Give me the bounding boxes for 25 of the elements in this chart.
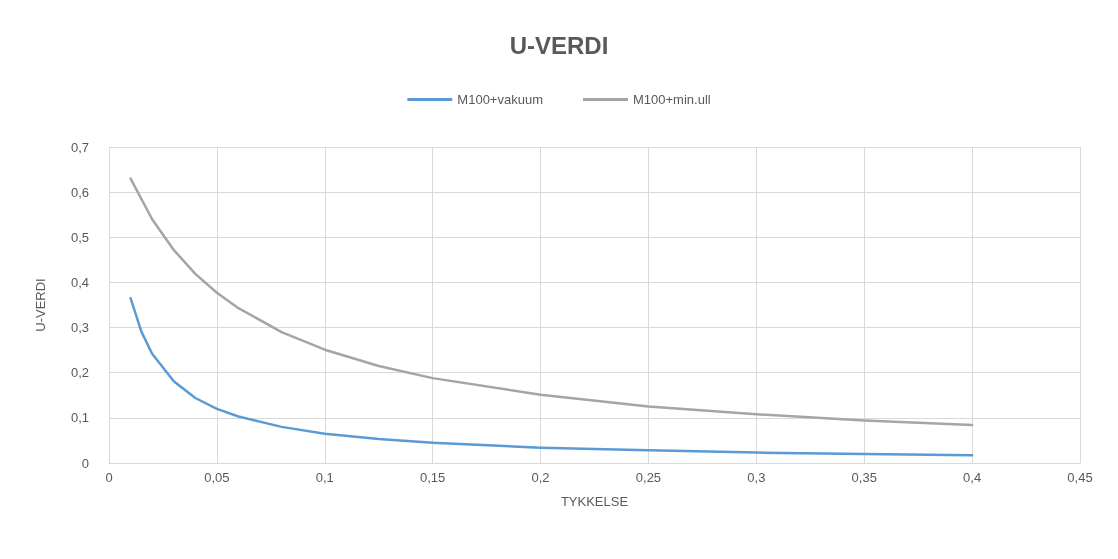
legend-label: M100+min.ull <box>632 92 711 107</box>
x-tick-label: 0,3 <box>747 470 766 485</box>
y-tick-label: 0 <box>81 455 89 471</box>
x-tick-label: 0,1 <box>315 470 334 485</box>
y-tick-label: 0,2 <box>70 365 89 381</box>
x-tick-label: 0,2 <box>531 470 550 485</box>
x-tick-label: 0,25 <box>635 470 662 485</box>
line-series <box>129 177 974 427</box>
y-tick-label: 0,5 <box>70 229 89 245</box>
x-tick-label: 0,35 <box>851 470 877 485</box>
y-tick-label: 0,1 <box>70 410 89 426</box>
chart-title: U-VERDI <box>509 31 609 59</box>
x-tick-label: 0,45 <box>1067 470 1093 485</box>
x-tick-label: 0 <box>105 470 113 485</box>
y-tick-label: 0,6 <box>70 184 89 200</box>
line-series <box>129 296 974 457</box>
y-axis-title: U-VERDI <box>33 278 48 332</box>
y-tick-label: 0,7 <box>70 139 89 155</box>
x-axis-title: TYKKELSE <box>560 494 629 509</box>
y-tick-label: 0,3 <box>70 320 89 336</box>
x-tick-label: 0,05 <box>204 470 230 485</box>
x-tick-label: 0,4 <box>963 470 982 485</box>
x-tick-label: 0,15 <box>420 470 446 485</box>
legend-label: M100+vakuum <box>457 92 543 107</box>
y-tick-label: 0,4 <box>70 274 89 290</box>
